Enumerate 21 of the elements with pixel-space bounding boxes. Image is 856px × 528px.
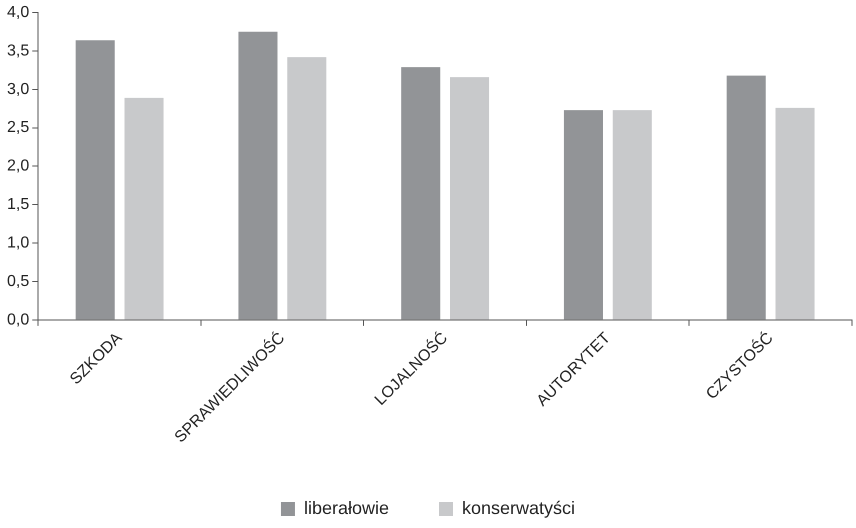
y-tick-label: 0,5 (6, 272, 30, 290)
y-tick-label: 1,5 (6, 196, 30, 214)
bar (450, 77, 490, 320)
bar (612, 110, 652, 320)
legend-label: liberałowie (304, 498, 390, 518)
y-tick-label: 4,0 (6, 4, 30, 22)
bar (287, 57, 326, 320)
y-tick-label: 1,0 (6, 234, 30, 252)
y-tick-label: 2,0 (6, 158, 30, 175)
legend-label: konserwatyści (462, 498, 576, 518)
bar (776, 108, 815, 320)
y-tick-label: 0,0 (6, 311, 30, 328)
bar (238, 32, 278, 320)
y-tick-label: 2,5 (6, 119, 30, 136)
y-tick-label: 3,5 (6, 42, 30, 60)
bar (124, 98, 164, 320)
bar (564, 110, 603, 320)
bar (726, 76, 766, 320)
bar (76, 40, 115, 320)
bar (401, 67, 440, 320)
y-tick-label: 3,0 (6, 80, 30, 98)
